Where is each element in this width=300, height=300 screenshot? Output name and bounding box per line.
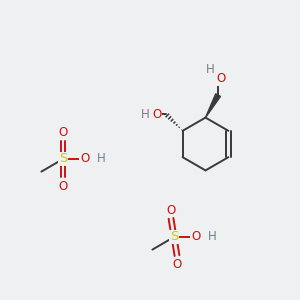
Text: O: O [167, 203, 176, 217]
Text: O: O [58, 179, 68, 193]
Text: O: O [80, 152, 89, 166]
Text: O: O [58, 125, 68, 139]
Text: H: H [97, 152, 106, 166]
Text: S: S [170, 230, 178, 244]
Polygon shape [206, 94, 220, 118]
Text: O: O [191, 230, 200, 244]
Text: H: H [206, 63, 215, 76]
Text: S: S [59, 152, 67, 166]
Text: H: H [208, 230, 217, 244]
Text: H: H [141, 108, 149, 121]
Text: O: O [152, 108, 161, 121]
Text: O: O [217, 72, 226, 85]
Text: O: O [172, 257, 182, 271]
